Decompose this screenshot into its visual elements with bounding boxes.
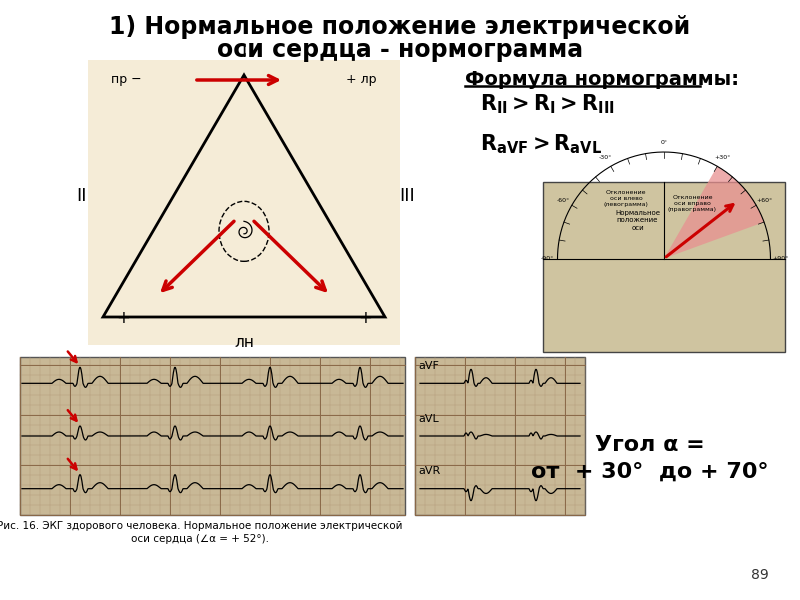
Text: aVL: aVL: [418, 413, 438, 424]
Text: II: II: [76, 187, 86, 205]
Text: aVR: aVR: [418, 466, 440, 476]
Text: -90°: -90°: [541, 256, 554, 261]
Text: $\mathbf{R_{aVF} > R_{aVL}}$: $\mathbf{R_{aVF} > R_{aVL}}$: [480, 132, 602, 155]
Bar: [415, 357, 585, 515]
Bar: [543, 182, 785, 352]
Text: +: +: [358, 309, 372, 327]
Text: 89: 89: [751, 568, 769, 582]
Text: Формула нормограммы:: Формула нормограммы:: [465, 70, 739, 89]
Text: пр −: пр −: [111, 73, 142, 86]
Text: от  + 30°  до + 70°: от + 30° до + 70°: [531, 462, 769, 482]
Text: оси сердца (∠α = + 52°).: оси сердца (∠α = + 52°).: [131, 534, 269, 544]
Text: +60°: +60°: [757, 198, 773, 203]
Bar: [88, 60, 400, 345]
Text: +30°: +30°: [714, 155, 730, 160]
Text: Рис. 16. ЭКГ здорового человека. Нормальное положение электрической: Рис. 16. ЭКГ здорового человека. Нормаль…: [0, 521, 402, 531]
Text: $\mathbf{R_{II} >R_{I} > R_{III}}$: $\mathbf{R_{II} >R_{I} > R_{III}}$: [480, 92, 614, 116]
Text: aVF: aVF: [418, 361, 439, 371]
Text: III: III: [399, 187, 415, 205]
Text: Угол α =: Угол α =: [595, 435, 705, 455]
Text: +90°: +90°: [772, 256, 789, 261]
Text: +: +: [116, 309, 130, 327]
Text: I: I: [242, 43, 246, 61]
Text: Отклонение
оси вправо
(правограмма): Отклонение оси вправо (правограмма): [668, 195, 717, 212]
Text: -30°: -30°: [599, 155, 612, 160]
Text: Нормальное
положение
оси: Нормальное положение оси: [615, 211, 660, 230]
Bar: [20, 357, 405, 515]
Text: Отклонение
оси влево
(левограмма): Отклонение оси влево (левограмма): [603, 190, 649, 207]
Polygon shape: [664, 166, 764, 259]
Text: 0°: 0°: [661, 140, 667, 145]
Text: лн: лн: [234, 335, 254, 350]
Text: оси сердца - нормограмма: оси сердца - нормограмма: [217, 38, 583, 62]
Text: 1) Нормальное положение электрической: 1) Нормальное положение электрической: [110, 15, 690, 39]
Text: + лр: + лр: [346, 73, 377, 86]
Text: -60°: -60°: [557, 198, 570, 203]
